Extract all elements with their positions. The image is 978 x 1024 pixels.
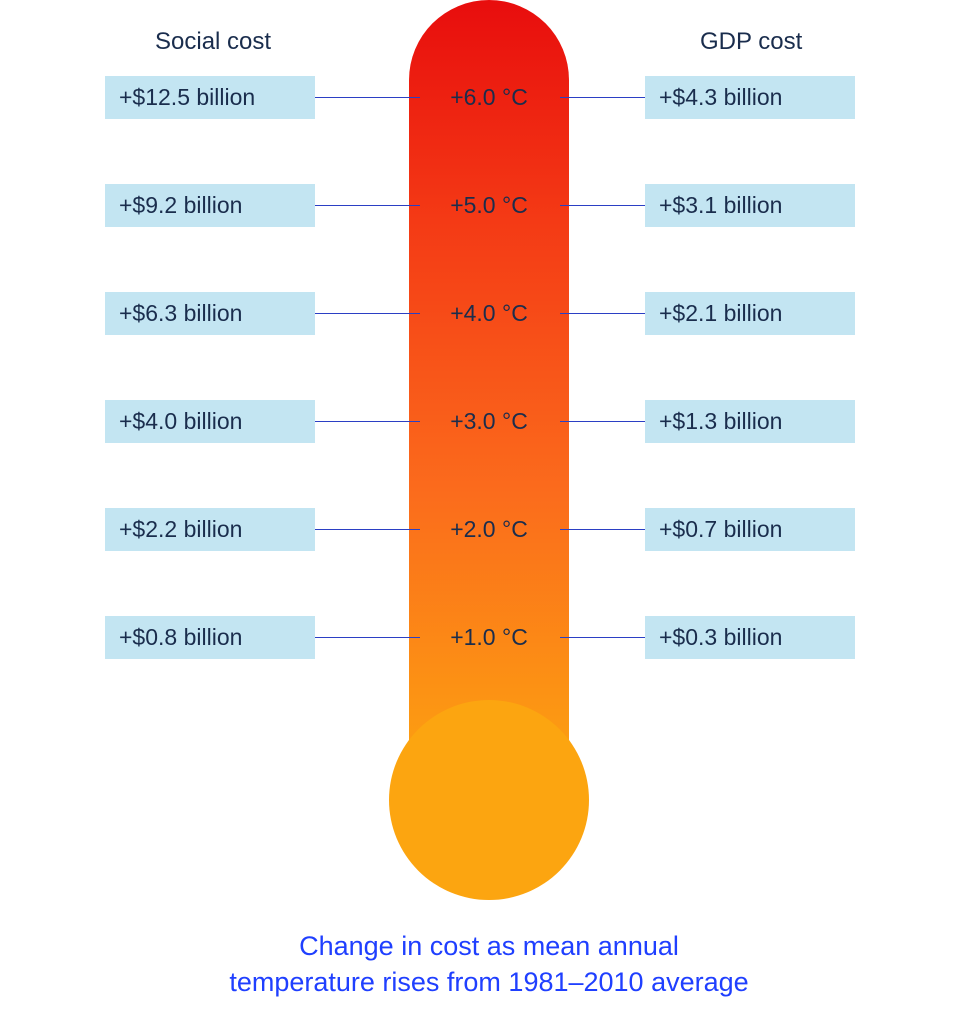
connector-right bbox=[560, 97, 645, 98]
gdp-cost-box: +$0.7 billion bbox=[645, 508, 855, 551]
temperature-label: +1.0 °C bbox=[450, 624, 528, 651]
data-row: +$4.0 billion +3.0 °C +$1.3 billion bbox=[0, 399, 978, 443]
temperature-label: +2.0 °C bbox=[450, 516, 528, 543]
temperature-label: +6.0 °C bbox=[450, 84, 528, 111]
connector-left bbox=[315, 637, 420, 638]
gdp-cost-box: +$3.1 billion bbox=[645, 184, 855, 227]
connector-left bbox=[315, 313, 420, 314]
social-cost-box: +$9.2 billion bbox=[105, 184, 315, 227]
thermometer-bulb bbox=[389, 700, 589, 900]
connector-right bbox=[560, 421, 645, 422]
data-row: +$9.2 billion +5.0 °C +$3.1 billion bbox=[0, 183, 978, 227]
connector-left bbox=[315, 97, 420, 98]
data-row: +$12.5 billion +6.0 °C +$4.3 billion bbox=[0, 75, 978, 119]
social-cost-box: +$6.3 billion bbox=[105, 292, 315, 335]
connector-right bbox=[560, 637, 645, 638]
social-cost-box: +$0.8 billion bbox=[105, 616, 315, 659]
connector-left bbox=[315, 529, 420, 530]
infographic-container: Social cost GDP cost +$12.5 billion +6.0 … bbox=[0, 0, 978, 1024]
gdp-cost-box: +$2.1 billion bbox=[645, 292, 855, 335]
connector-right bbox=[560, 529, 645, 530]
gdp-cost-box: +$4.3 billion bbox=[645, 76, 855, 119]
gdp-cost-box: +$0.3 billion bbox=[645, 616, 855, 659]
connector-left bbox=[315, 205, 420, 206]
gdp-cost-box: +$1.3 billion bbox=[645, 400, 855, 443]
header-gdp-cost: GDP cost bbox=[700, 28, 802, 56]
temperature-label: +3.0 °C bbox=[450, 408, 528, 435]
connector-left bbox=[315, 421, 420, 422]
connector-right bbox=[560, 205, 645, 206]
caption-line-2: temperature rises from 1981–2010 average bbox=[229, 967, 748, 997]
social-cost-box: +$4.0 billion bbox=[105, 400, 315, 443]
temperature-label: +5.0 °C bbox=[450, 192, 528, 219]
connector-right bbox=[560, 313, 645, 314]
social-cost-box: +$2.2 billion bbox=[105, 508, 315, 551]
social-cost-box: +$12.5 billion bbox=[105, 76, 315, 119]
caption-line-1: Change in cost as mean annual bbox=[299, 931, 679, 961]
data-row: +$2.2 billion +2.0 °C +$0.7 billion bbox=[0, 507, 978, 551]
data-row: +$6.3 billion +4.0 °C +$2.1 billion bbox=[0, 291, 978, 335]
temperature-label: +4.0 °C bbox=[450, 300, 528, 327]
header-social-cost: Social cost bbox=[155, 28, 271, 56]
caption: Change in cost as mean annual temperatur… bbox=[0, 928, 978, 1001]
data-row: +$0.8 billion +1.0 °C +$0.3 billion bbox=[0, 615, 978, 659]
